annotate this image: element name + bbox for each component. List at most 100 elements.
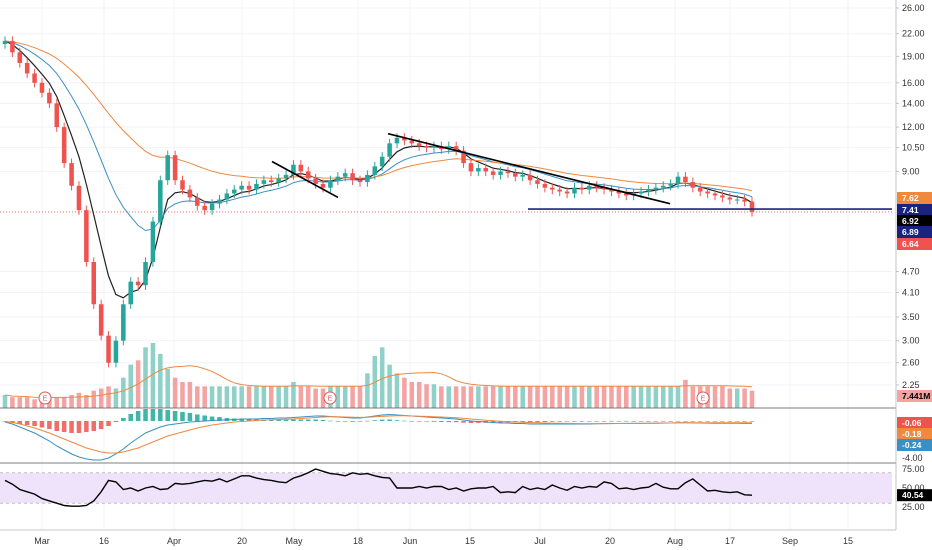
macd-hist-bar [683,421,688,422]
candle-body [513,173,518,177]
candle-body [172,155,178,181]
candle-body [646,189,651,192]
candle-body [387,143,392,157]
macd-hist-bar [616,421,622,422]
volume-bar [268,386,274,408]
candle-body [461,150,466,164]
macd-hist-bar [291,419,296,421]
macd-hist-bar [668,421,673,422]
volume-bar [601,386,607,408]
macd-hist-bar [2,421,8,422]
volume-badge [897,390,932,402]
rsi-tick-label: 50.00 [902,483,925,493]
macd-badge-label: -0.24 [902,440,922,450]
candle-body [431,146,437,148]
macd-badge [897,439,932,451]
macd-hist-bar [424,421,429,422]
candle-body [468,163,474,172]
volume-bar [587,386,592,408]
macd-hist-bar [564,421,570,422]
volume-bar [623,386,629,408]
candle-body [69,163,74,186]
candle-body [268,180,274,183]
price-badge [897,204,932,216]
volume-bar [10,397,15,408]
candle-body [298,164,304,172]
macd-hist-bar [128,414,134,421]
volume-bar [535,386,540,408]
candle-body [84,210,89,262]
candle-body [609,189,614,192]
candle-body [143,261,148,286]
earnings-marker-label: E [701,396,706,403]
candle-body [749,201,755,212]
macd-hist-bar [742,421,747,422]
volume-bar [668,386,673,408]
macd-hist-bar [409,421,415,422]
candle-body [424,146,429,148]
volume-bar [298,386,304,408]
macd-hist-bar [121,418,126,421]
candle-body [372,166,378,175]
candle-body [276,178,281,183]
macd-hist-bar [365,420,370,422]
candle-body [365,174,370,183]
volume-bar [158,353,163,408]
price-axis: 26.00 22.00 19.00 16.00 14.00 12.00 10.50 9.00 4… [896,3,925,512]
price-badge [897,215,932,227]
time-tick-label: Jun [403,536,418,546]
volume-bar [409,382,415,408]
volume-bar [209,386,215,408]
candle-body [660,185,666,188]
candle-body [313,178,318,184]
time-tick-label: 15 [843,536,853,546]
volume-bar [342,386,348,408]
macd-hist-bar [150,409,156,421]
candle-body [246,185,252,190]
volume-badge-label: 7.441M [902,391,930,401]
candle-body [320,183,326,188]
candle-body [623,193,629,196]
volume-bar [313,388,318,408]
candle-body [616,191,622,194]
time-tick-label: 17 [725,536,735,546]
candle-body [535,180,540,184]
volume-bar [646,386,651,408]
time-tick-label: 20 [237,536,247,546]
candle-body [305,171,311,179]
volume-bar [335,386,341,408]
price-tick-label: 3.00 [902,336,920,346]
earnings-marker [38,391,52,405]
candle-body [2,40,8,45]
rsi-badge [897,489,932,502]
macd-hist-bar [734,421,740,422]
volume-bar [476,386,481,408]
candle-body [357,180,363,183]
price-tick-label: 26.00 [902,3,925,13]
candle-body [150,221,156,262]
macd-hist-bar [535,421,540,423]
volume-bar [98,388,104,408]
macd-hist-bar [76,421,82,433]
macd-hist-bar [572,421,577,422]
macd-hist-bar [69,421,74,433]
macd-hist-bar [209,416,215,421]
volume-bar [165,369,170,408]
ma-slow-line [4,40,753,192]
macd-hist-bar [587,421,592,422]
price-tick-label: 12.00 [902,122,925,132]
candle-body [158,180,163,222]
volume-bar [84,395,89,408]
macd-hist-bar [113,421,119,422]
candle-body [712,193,718,196]
volume-bar [387,364,392,408]
volume-bar [675,386,681,408]
trend-line [271,160,339,199]
macd-hist-bar [550,421,555,422]
candle-body [505,171,511,174]
macd-hist-bar [727,421,733,422]
macd-hist-bar [439,421,444,422]
volume-bar [564,386,570,408]
